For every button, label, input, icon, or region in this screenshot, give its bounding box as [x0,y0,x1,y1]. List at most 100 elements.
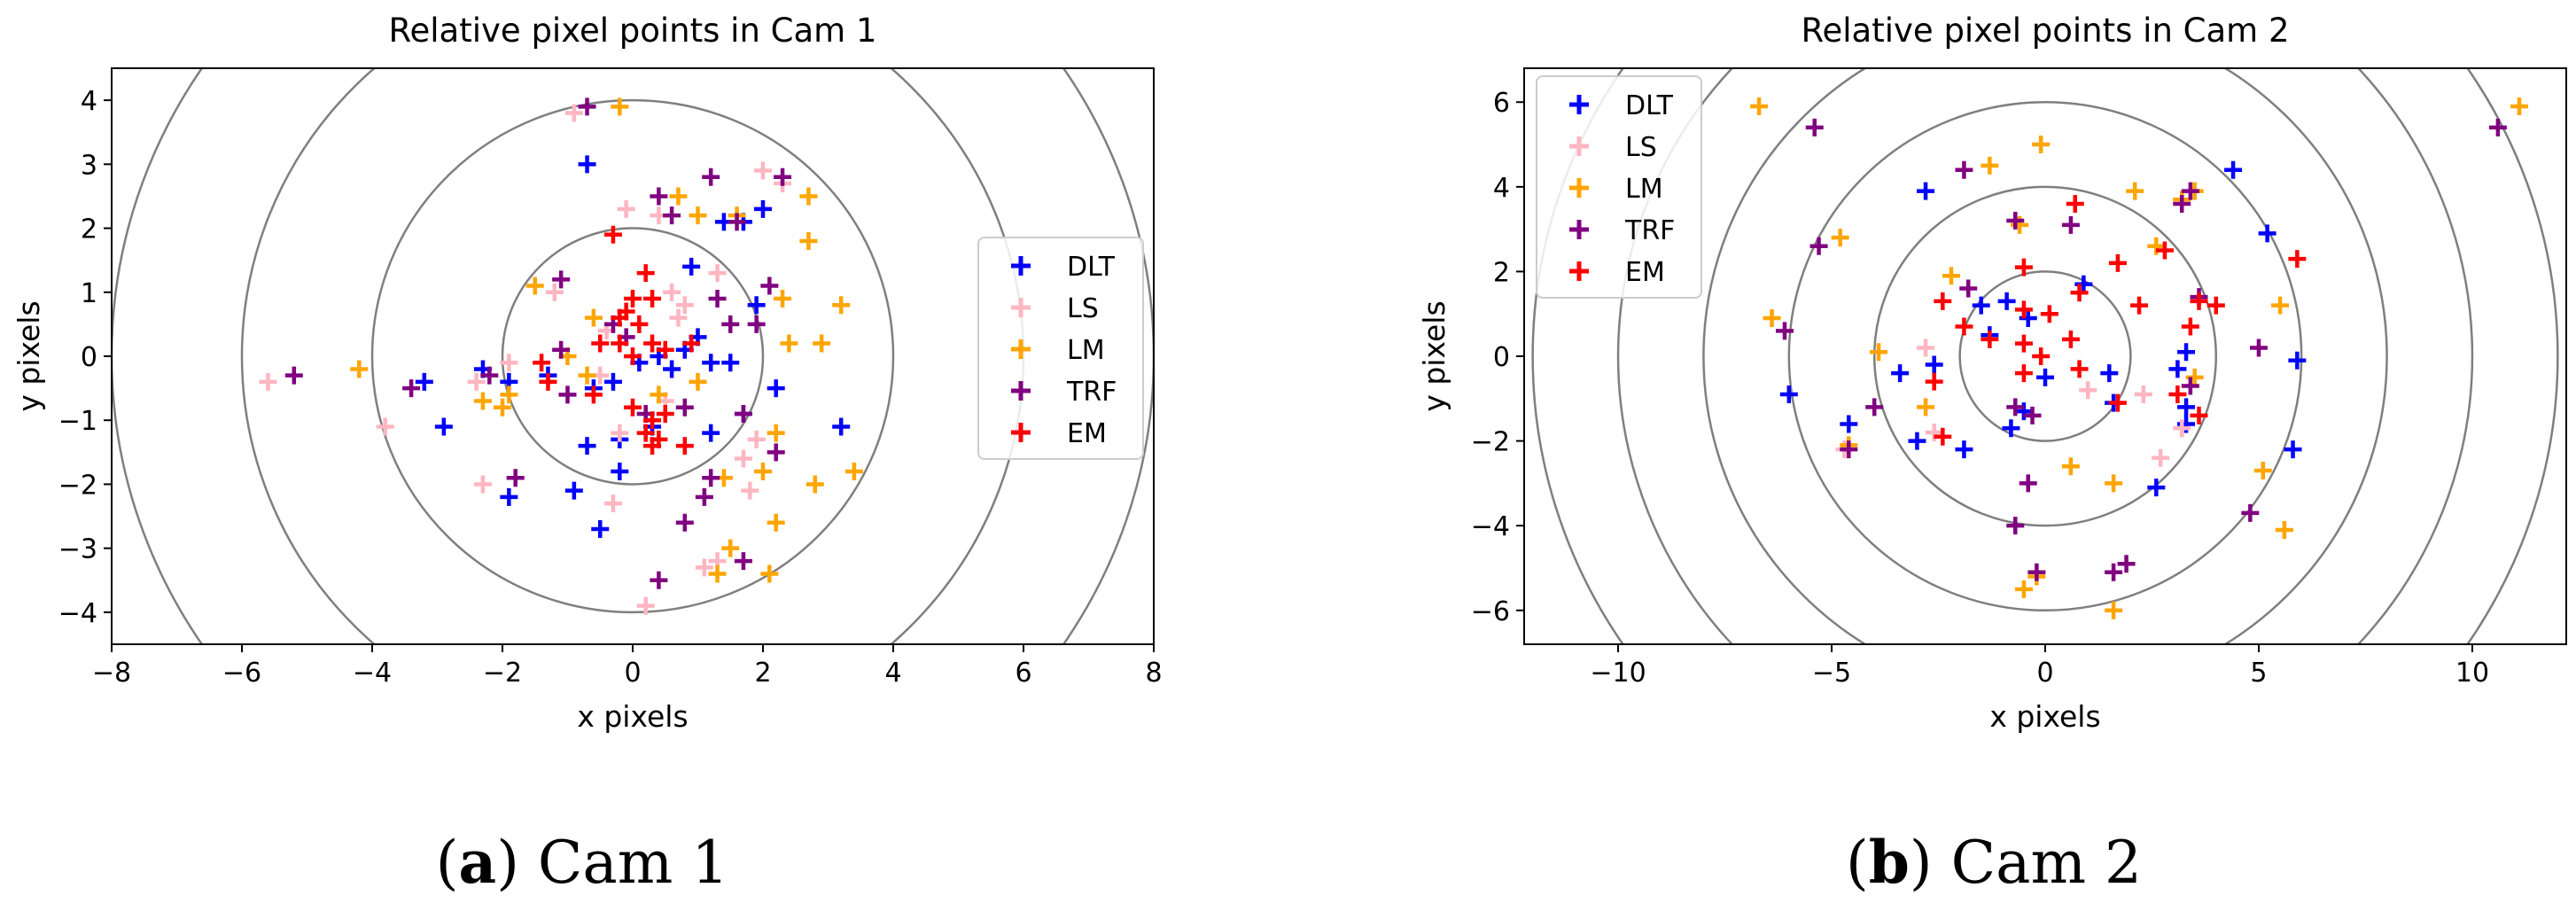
chart-a-legend-marker-dlt [1011,256,1031,276]
chart-b-ytick-label: 6 [1493,88,1510,119]
chart-b-point-trf-15 [2006,517,2025,535]
chart-a-legend-marker-em [1011,423,1031,442]
chart-b-legend-marker-dlt [1569,95,1589,114]
chart-a-point-dlt-20 [578,437,596,456]
chart-a-point-trf-25 [650,571,668,589]
chart-b-point-em-18 [1934,292,1952,310]
chart-a-point-trf-3 [702,167,720,186]
chart-b-point-dlt-7 [2168,360,2187,378]
chart-b-point-trf-0 [1805,118,1824,136]
chart-b-data-points [1750,97,2528,619]
chart-a-point-ls-4 [669,308,688,327]
chart-a-point-ls-0 [564,104,583,122]
chart-a-x-axis-label: x pixels [577,699,688,734]
chart-a-point-trf-5 [728,213,746,231]
chart-a-legend-label-lm: LM [1067,335,1105,366]
chart-b-point-trf-19 [2241,503,2260,522]
chart-b-point-em-22 [2168,385,2187,404]
panel-a-cam1: Relative pixel points in Cam 1 −8 −6 −4 −2 0… [12,12,1163,897]
chart-a-point-em-8 [624,347,642,365]
chart-b-point-em-9 [2040,305,2058,323]
chart-a-point-dlt-14 [721,354,740,372]
chart-b-x-ticks: −10 −5 0 5 10 [1590,644,2489,689]
chart-a-point-dlt-10 [603,372,622,391]
chart-a-point-em-14 [584,385,603,404]
chart-a-legend: DLT LS LM TRF EM [977,237,1144,460]
chart-b-point-em-7 [2288,250,2307,269]
chart-a-ytick-label: 4 [81,86,97,117]
caption-b-letter: b [1869,828,1910,897]
chart-a-point-lm-2 [689,206,707,225]
chart-b-point-dlt-2 [2258,224,2276,243]
chart-a-xtick-label: 0 [624,658,641,689]
chart-b-legend-marker-trf [1569,220,1589,239]
chart-b-series-em [1925,194,2307,446]
chart-a-point-ls-8 [545,283,564,301]
chart-a-xtick-label: 6 [1015,658,1031,689]
chart-b-point-ls-2 [2134,385,2152,404]
chart-a-point-ls-13 [500,354,518,372]
chart-a-point-em-20 [675,437,694,456]
chart-a-point-lm-8 [780,334,798,353]
chart-a-point-trf-26 [506,469,525,487]
chart-a-legend-marker-ls [1011,298,1031,317]
chart-a-circle-r4 [370,98,895,614]
chart-a-point-lm-4 [799,187,818,206]
chart-b-point-em-24 [2014,258,2033,276]
chart-b-legend-marker-ls [1569,136,1589,156]
chart-a-point-ls-19 [611,424,629,442]
chart-a-point-lm-12 [584,308,603,327]
chart-b-ytick-label: 0 [1493,342,1510,373]
chart-a-xtick-label: 2 [754,658,771,689]
chart-b-point-em-1 [2108,253,2127,272]
chart-a-x-ticks: −8 −6 −4 −2 0 2 4 6 8 [92,644,1163,689]
chart-b-point-trf-11 [2006,398,2025,417]
chart-b-xtick-label: 5 [2250,658,2267,689]
chart-b-point-dlt-6 [2177,398,2196,417]
chart-a-point-trf-19 [734,405,752,423]
chart-a-legend-label-trf: TRF [1066,377,1117,408]
chart-b-circle-r2 [1958,270,2132,442]
chart-a-point-trf-9 [747,315,766,333]
chart-a-point-dlt-1 [682,257,701,276]
chart-a-point-trf-22 [695,487,713,506]
chart-a-legend-marker-lm [1011,339,1031,359]
chart-a-point-dlt-13 [702,354,720,372]
chart-b-ytick-label: 4 [1493,173,1510,204]
chart-a-point-lm-23 [844,463,863,480]
chart-b-legend-label-em: EM [1625,257,1665,288]
chart-b-point-em-19 [1925,372,1943,391]
chart-a-point-ls-21 [734,449,752,468]
chart-a-point-trf-21 [702,469,720,487]
chart-b-point-dlt-0 [1917,182,1935,200]
chart-b-xtick-label: 0 [2036,658,2053,689]
chart-b-legend-box [1536,75,1702,299]
chart-a-ytick-label: 3 [81,150,97,181]
chart-b-series-ls [1835,339,2191,467]
chart-a-legend-label-em: EM [1067,418,1107,449]
chart-b-ytick-label: −4 [1471,511,1510,542]
chart-a-point-lm-20 [767,424,785,442]
chart-a-point-em-19 [643,437,662,456]
chart-b-point-dlt-18 [1891,364,1910,383]
chart-a-point-lm-1 [669,187,688,206]
chart-a-point-em-11 [617,302,635,321]
chart-a-point-lm-13 [350,360,369,378]
chart-a-point-trf-6 [760,276,779,295]
chart-a-point-trf-15 [402,379,421,398]
chart-b-x-axis-label: x pixels [1989,699,2100,734]
chart-b-point-ls-4 [2173,419,2191,438]
chart-b-point-dlt-4 [2284,440,2302,459]
chart-b-xtick-label: −5 [1812,658,1851,689]
chart-b-point-lm-13 [2271,296,2290,315]
chart-a-point-lm-6 [774,290,792,308]
chart-a-point-em-10 [591,334,610,353]
chart-b-point-dlt-25 [2147,479,2166,497]
chart-a-point-trf-0 [578,97,596,116]
chart-a-point-trf-2 [663,206,681,225]
chart-a-point-em-9 [611,334,629,353]
chart-b-point-ls-1 [2079,381,2097,400]
chart-a-series-dlt [415,155,851,538]
chart-b-point-em-5 [2190,292,2208,310]
chart-b-point-lm-17 [2105,474,2123,493]
